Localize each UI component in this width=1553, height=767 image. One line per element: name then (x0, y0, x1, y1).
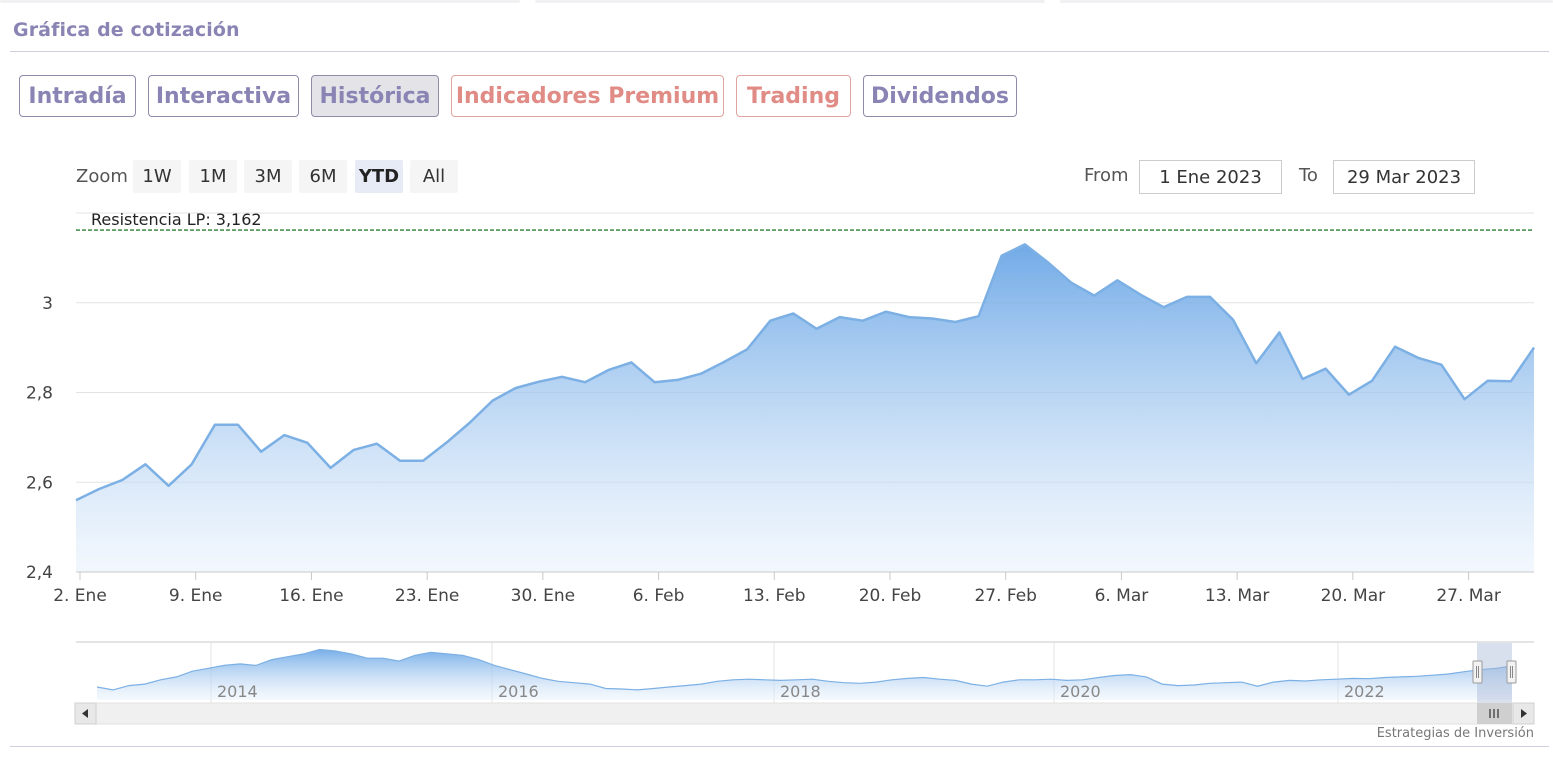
tab-intradia[interactable]: Intradía (19, 75, 136, 117)
zoom-ytd-button[interactable]: YTD (355, 160, 403, 193)
zoom-3m-button[interactable]: 3M (244, 160, 292, 193)
scrollbar-track[interactable] (74, 702, 1535, 725)
price-area (76, 244, 1534, 572)
navigator-year-label: 2018 (780, 682, 821, 701)
zoom-6m-button[interactable]: 6M (299, 160, 347, 193)
zoom-label: Zoom (76, 166, 128, 187)
scroll-right-arrow-icon (1521, 709, 1527, 718)
resistance-label: Resistencia LP: 3,162 (91, 210, 262, 229)
x-tick-label: 2. Ene (53, 586, 107, 606)
x-tick-label: 27. Feb (974, 586, 1037, 606)
scroll-left-button[interactable] (74, 702, 97, 725)
from-date-input[interactable]: 1 Ene 2023 (1139, 160, 1282, 194)
x-tick-label: 20. Feb (859, 586, 922, 606)
scrollbar[interactable] (74, 702, 1535, 725)
zoom-1m-button[interactable]: 1M (189, 160, 237, 193)
scroll-right-button[interactable] (1512, 702, 1535, 725)
navigator-year-labels: 2014 2016 2018 2020 2022 (217, 682, 1385, 701)
x-tick-label: 27. Mar (1436, 586, 1501, 606)
x-tick-label: 6. Mar (1095, 586, 1149, 606)
scroll-left-arrow-icon (82, 709, 88, 718)
navigator-area (97, 649, 1512, 700)
navigator-year-label: 2022 (1344, 682, 1385, 701)
navigator-year-label: 2014 (217, 682, 258, 701)
navigator-right-handle[interactable] (1506, 660, 1517, 684)
y-tick-label: 3 (42, 294, 53, 314)
zoom-1w-button[interactable]: 1W (133, 160, 181, 193)
tab-historica[interactable]: Histórica (311, 75, 439, 117)
y-axis: 2,4 2,6 2,8 3 (26, 294, 53, 583)
x-tick-label: 6. Feb (633, 586, 685, 606)
title-divider (10, 51, 1549, 52)
scrollbar-thumb[interactable] (1477, 703, 1512, 724)
section-title: Gráfica de cotización (13, 19, 240, 41)
x-axis: 2. Ene 9. Ene 16. Ene 23. Ene 30. Ene 6. Feb 1… (53, 572, 1501, 606)
navigator[interactable]: 2014 2016 2018 2020 2022 (76, 641, 1534, 703)
top-strip (0, 0, 1553, 4)
y-tick-label: 2,4 (26, 563, 53, 583)
x-tick-label: 16. Ene (279, 586, 343, 606)
scrollbar-grip-icon (1489, 709, 1499, 718)
x-tick-label: 20. Mar (1321, 586, 1386, 606)
navigator-year-label: 2020 (1060, 682, 1101, 701)
navigator-left-handle[interactable] (1472, 660, 1483, 684)
x-tick-label: 13. Mar (1205, 586, 1270, 606)
tab-interactiva[interactable]: Interactiva (148, 75, 299, 117)
tab-indicadores-premium[interactable]: Indicadores Premium (451, 75, 724, 117)
bottom-divider (10, 746, 1549, 747)
navigator-line (96, 648, 1513, 691)
from-label: From (1084, 165, 1129, 186)
tab-dividendos[interactable]: Dividendos (863, 75, 1017, 117)
to-date-input[interactable]: 29 Mar 2023 (1333, 160, 1475, 194)
y-tick-label: 2,8 (26, 384, 53, 404)
chart-credits[interactable]: Estrategias de Inversión (1376, 726, 1534, 741)
zoom-all-button[interactable]: All (410, 160, 458, 193)
x-tick-label: 9. Ene (169, 586, 223, 606)
y-tick-label: 2,6 (26, 473, 53, 493)
navigator-year-label: 2016 (498, 682, 539, 701)
tab-trading[interactable]: Trading (736, 75, 851, 117)
navigator-grid (210, 643, 1339, 703)
navigator-selection[interactable] (1477, 643, 1512, 703)
price-series-line (75, 243, 1536, 502)
x-tick-label: 23. Ene (395, 586, 459, 606)
x-tick-label: 13. Feb (743, 586, 806, 606)
chart-gridlines (76, 212, 1534, 483)
x-tick-label: 30. Ene (511, 586, 575, 606)
to-label: To (1299, 165, 1318, 186)
